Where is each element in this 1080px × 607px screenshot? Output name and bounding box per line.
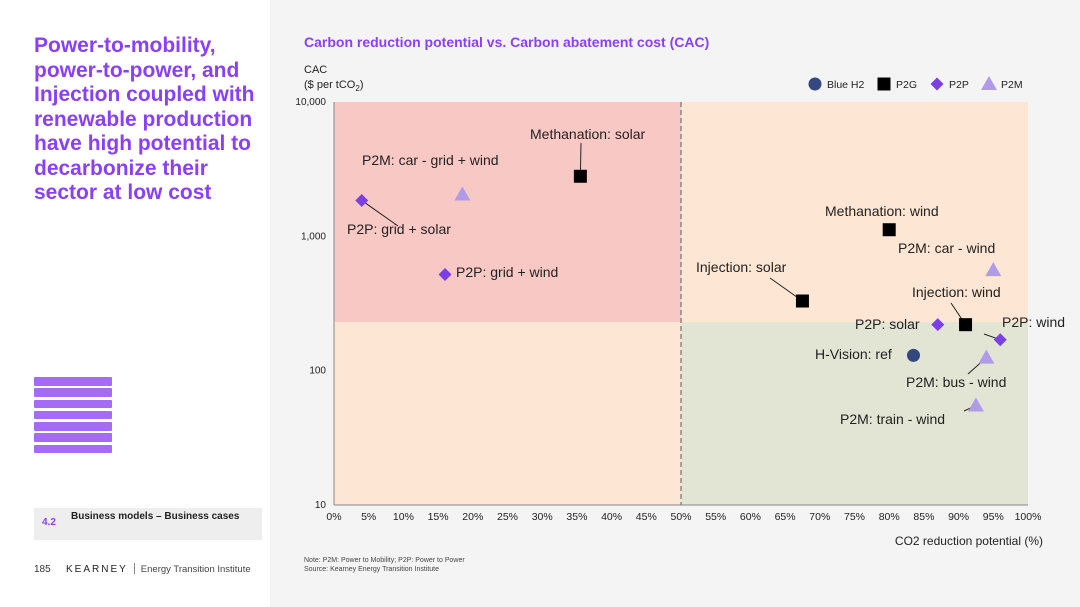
legend-marker-p2p: [930, 77, 944, 91]
x-tick-label: 10%: [393, 511, 414, 523]
x-tick-label: 25%: [497, 511, 518, 523]
y-tick-label: 1,000: [301, 231, 326, 242]
x-tick-label: 100%: [1015, 511, 1042, 523]
data-point-blue_h2: [906, 348, 920, 362]
section-label: Business models – Business cases: [71, 511, 240, 522]
data-point-p2g: [959, 318, 973, 332]
x-tick-label: 75%: [844, 511, 865, 523]
x-tick-label: 70%: [809, 511, 830, 523]
data-label: Methanation: solar: [530, 126, 646, 142]
x-tick-label: 80%: [879, 511, 900, 523]
data-point-p2p: [355, 193, 369, 207]
y-tick-label: 100: [309, 366, 326, 377]
x-tick-label: 15%: [428, 511, 449, 523]
y-axis-label-line1: CAC: [304, 64, 327, 76]
x-tick-label: 50%: [670, 511, 691, 523]
institute-name: Energy Transition Institute: [140, 564, 251, 575]
zone-high-cost-high-reduction: [681, 102, 1028, 323]
kearney-logo: KEARNEY: [66, 564, 128, 575]
x-tick-label: 60%: [740, 511, 761, 523]
data-label: P2M: car - wind: [898, 240, 995, 256]
data-point-p2m: [978, 349, 995, 364]
x-tick-label: 5%: [361, 511, 376, 523]
legend-label-blue_h2: Blue H2: [827, 79, 865, 91]
data-point-p2p: [438, 267, 452, 281]
y-tick-label: 10,000: [295, 97, 326, 108]
note-text: Note: P2M: Power to Mobility; P2P: Power…: [304, 557, 465, 564]
headline: Power-to-mobility, power-to-power, and I…: [34, 34, 255, 204]
chart-title: Carbon reduction potential vs. Carbon ab…: [304, 34, 710, 50]
data-label: P2P: solar: [855, 316, 920, 332]
x-tick-label: 45%: [636, 511, 657, 523]
x-tick-label: 65%: [775, 511, 796, 523]
data-label: H-Vision: ref: [815, 346, 892, 362]
legend-marker-blue_h2: [808, 77, 822, 91]
data-point-p2m: [454, 186, 471, 201]
section-number: 4.2: [42, 517, 56, 528]
legend-label-p2p: P2P: [949, 79, 969, 91]
scatter-chart: 0% 5% 10% 15% 20% 25% 30% 35% 40% 45% 50% 55% 60% 65%…: [295, 64, 1065, 548]
x-tick-label: 85%: [913, 511, 934, 523]
x-tick-label: 95%: [983, 511, 1004, 523]
section-stripes-graphic: [34, 377, 112, 456]
x-tick-label: 20%: [462, 511, 483, 523]
source-text: Source: Kearney Energy Transition Instit…: [304, 566, 440, 573]
x-tick-label: 55%: [705, 511, 726, 523]
data-label: P2M: car - grid + wind: [362, 152, 499, 168]
data-label: Injection: solar: [696, 259, 787, 275]
left-panel: Power-to-mobility, power-to-power, and I…: [0, 0, 270, 607]
data-label: Methanation: wind: [825, 203, 939, 219]
footer-divider: [133, 563, 135, 574]
legend-marker-p2m: [981, 76, 997, 90]
leader-line: [361, 200, 399, 227]
data-point-p2g: [795, 294, 809, 308]
data-label: P2P: grid + wind: [456, 264, 558, 280]
data-point-p2m: [985, 262, 1002, 277]
section-box: 4.2 Business models – Business cases: [34, 508, 262, 540]
legend-marker-p2g: [877, 77, 891, 91]
data-label: Injection: wind: [912, 284, 1001, 300]
data-label: P2P: grid + solar: [347, 221, 451, 237]
x-tick-label: 30%: [532, 511, 553, 523]
zone-low-cost-high-reduction: [681, 322, 1028, 505]
data-point-p2g: [573, 169, 587, 183]
x-axis-label: CO2 reduction potential (%): [895, 534, 1043, 548]
x-tick-label: 0%: [326, 511, 341, 523]
x-tick-label: 40%: [601, 511, 622, 523]
y-tick-label: 10: [315, 500, 327, 511]
footer: 185 KEARNEY Energy Transition Institute: [34, 563, 251, 575]
x-tick-label: 35%: [566, 511, 587, 523]
x-tick-label: 90%: [948, 511, 969, 523]
zone-high-cost-low-reduction: [334, 102, 681, 323]
data-label: P2M: train - wind: [840, 411, 945, 427]
page-number: 185: [34, 564, 51, 575]
data-label: P2M: bus - wind: [906, 374, 1006, 390]
zone-low-cost-low-reduction: [334, 322, 681, 505]
data-label: P2P: wind: [1002, 314, 1065, 330]
legend-label-p2g: P2G: [896, 79, 917, 91]
legend: Blue H2 P2G P2P P2M: [808, 76, 1023, 91]
data-point-p2p: [931, 318, 945, 332]
data-point-p2g: [882, 223, 896, 237]
chart-notes: Note: P2M: Power to Mobility; P2P: Power…: [304, 556, 465, 574]
data-point-p2p: [993, 333, 1007, 347]
data-point-p2m: [967, 397, 984, 412]
y-axis-label-line2: ($ per tCO2): [304, 79, 363, 93]
legend-label-p2m: P2M: [1001, 79, 1023, 91]
